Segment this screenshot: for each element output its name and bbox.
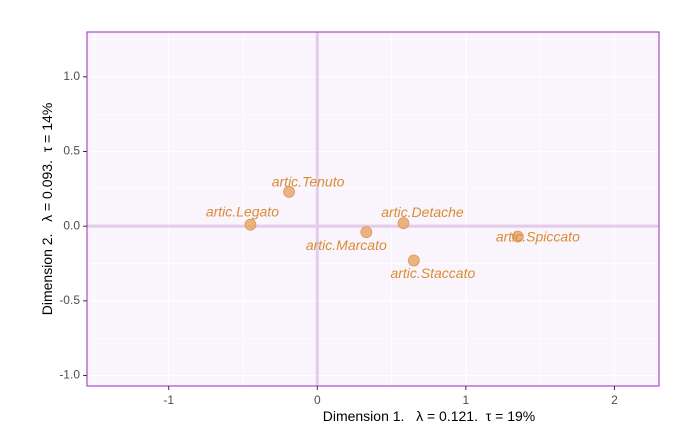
y-tick-label: -0.5 <box>59 293 80 307</box>
x-tick-label: 1 <box>463 393 470 407</box>
x-tick-label: 2 <box>611 393 618 407</box>
data-point <box>511 230 524 243</box>
y-axis-title: Dimension 2. λ = 0.093. τ = 14% <box>39 103 55 316</box>
plot-panel <box>87 32 659 386</box>
data-points <box>244 185 524 267</box>
point-label: artic.Staccato <box>390 265 475 281</box>
y-tick-label: 0.5 <box>63 144 80 158</box>
y-tick-label: 0.0 <box>63 218 80 232</box>
point-labels: artic.Tenutoartic.Legatoartic.Marcatoart… <box>206 174 580 282</box>
y-tick-label: 1.0 <box>63 69 80 83</box>
x-tick-label: 0 <box>314 393 321 407</box>
point-label: artic.Legato <box>206 203 279 219</box>
data-point <box>407 254 420 267</box>
y-axis-ticks: -1.0 -0.5 0.0 0.5 1.0 <box>59 69 87 382</box>
point-label: artic.Detache <box>381 204 464 220</box>
x-axis-title: Dimension 1. λ = 0.121. τ = 19% <box>323 408 536 424</box>
y-tick-label: -1.0 <box>59 368 80 382</box>
point-label: artic.Spiccato <box>496 228 580 244</box>
x-tick-label: -1 <box>163 393 174 407</box>
data-point <box>244 218 257 231</box>
reference-lines <box>87 32 659 386</box>
data-point <box>397 217 410 230</box>
data-point <box>283 185 295 198</box>
data-point <box>360 226 373 239</box>
plot-border <box>86 31 660 387</box>
point-label: artic.Marcato <box>306 237 387 253</box>
point-label: artic.Tenuto <box>272 174 345 190</box>
x-axis-ticks: -1 0 1 2 <box>163 386 618 407</box>
